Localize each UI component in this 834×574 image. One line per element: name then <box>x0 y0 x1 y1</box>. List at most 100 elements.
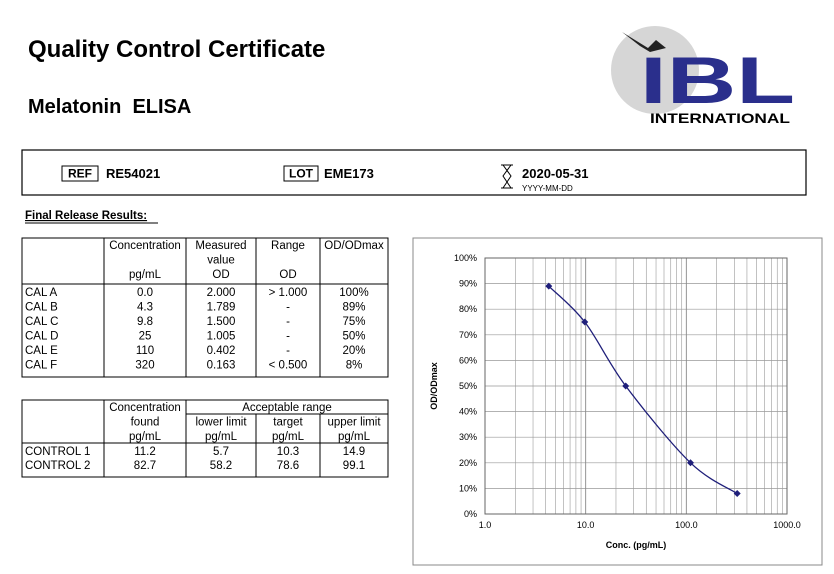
plot-border <box>484 257 788 515</box>
y-tick-label: 60% <box>459 355 477 365</box>
info-box <box>21 149 807 196</box>
chart-frame <box>412 237 823 566</box>
y-tick-label: 80% <box>459 304 477 314</box>
table-cell: CAL D <box>25 331 58 343</box>
y-tick-label: 20% <box>459 458 477 468</box>
table-cell: 99.1 <box>343 460 365 472</box>
section-title: Final Release Results: <box>25 210 147 222</box>
table-header: upper limit <box>327 417 381 429</box>
y-tick-label: 70% <box>459 330 477 340</box>
table-cell: 5.7 <box>213 446 229 458</box>
table-cell: 4.3 <box>137 302 153 314</box>
y-tick-label: 40% <box>459 407 477 417</box>
lot-value: EME173 <box>324 166 374 181</box>
table-cell: 25 <box>139 331 152 343</box>
table-cell: 50% <box>342 331 365 343</box>
table-cell: - <box>286 316 290 328</box>
ref-value: RE54021 <box>106 166 160 181</box>
table-header: pg/mL <box>205 431 238 443</box>
table-header: Concentration <box>109 402 181 414</box>
x-tick-label: 100.0 <box>675 520 698 530</box>
table-header: Range <box>271 240 305 252</box>
table-header: pg/mL <box>129 431 162 443</box>
logo-subtext: INTERNATIONAL <box>650 110 791 126</box>
table-cell: 1.789 <box>207 302 236 314</box>
table-header: pg/mL <box>129 269 162 281</box>
table-header: lower limit <box>195 417 247 429</box>
table-header: OD <box>212 269 229 281</box>
y-tick-label: 90% <box>459 279 477 289</box>
table-cell: CAL C <box>25 316 58 328</box>
table-cell: 8% <box>346 360 363 372</box>
ref-box <box>61 165 99 182</box>
y-axis-label: OD/ODmax <box>429 362 439 410</box>
table-cell: 0.0 <box>137 287 153 299</box>
table-cell: 320 <box>135 360 154 372</box>
lot-label: LOT <box>289 167 314 181</box>
y-tick-label: 10% <box>459 483 477 493</box>
table-cell: 100% <box>339 287 368 299</box>
table-span-header: Acceptable range <box>242 402 332 414</box>
table-cell: 11.2 <box>134 446 156 458</box>
y-tick-label: 30% <box>459 432 477 442</box>
table-cell: 78.6 <box>277 460 299 472</box>
curve <box>548 285 738 495</box>
lot-box <box>283 165 319 182</box>
table-cell: CONTROL 1 <box>25 446 90 458</box>
logo-text: IBL <box>640 43 795 117</box>
y-tick-label: 100% <box>454 253 477 263</box>
x-tick-label: 1.0 <box>479 520 492 530</box>
table-cell: 1.005 <box>207 331 236 343</box>
table-header: found <box>131 417 160 429</box>
logo-mark <box>622 32 666 52</box>
data-point <box>733 490 741 498</box>
x-axis-label: Conc. (pg/mL) <box>606 540 667 550</box>
table-cell: 9.8 <box>137 316 153 328</box>
expiry-value: 2020-05-31 <box>522 166 589 181</box>
logo-circle <box>611 26 699 114</box>
table-header: Concentration <box>109 240 181 252</box>
table-cell: - <box>286 345 290 357</box>
table-cell: 2.000 <box>207 287 236 299</box>
table-cell: 58.2 <box>210 460 232 472</box>
title: Quality Control Certificate <box>28 36 325 63</box>
table-cell: 14.9 <box>343 446 365 458</box>
table-cell: CAL B <box>25 302 58 314</box>
table-cell: 0.402 <box>207 345 236 357</box>
x-tick-label: 1000.0 <box>773 520 801 530</box>
table-cell: - <box>286 302 290 314</box>
table-header: Measured <box>195 240 246 252</box>
expiry-icon <box>501 164 513 189</box>
table-header: target <box>273 417 303 429</box>
table-cell: < 0.500 <box>269 360 308 372</box>
table-cell: CAL F <box>25 360 57 372</box>
table-header: OD/ODmax <box>324 240 384 252</box>
logo: IBL INTERNATIONAL <box>611 26 795 126</box>
table-border <box>21 237 389 378</box>
table-border <box>21 399 389 478</box>
table-cell: > 1.000 <box>269 287 308 299</box>
data-point <box>581 318 589 326</box>
table-cell: 75% <box>342 316 365 328</box>
table-cell: CAL A <box>25 287 58 299</box>
x-tick-label: 10.0 <box>577 520 595 530</box>
table-cell: 82.7 <box>134 460 156 472</box>
table-header: pg/mL <box>338 431 371 443</box>
table-cell: - <box>286 331 290 343</box>
expiry-format: YYYY-MM-DD <box>522 184 573 193</box>
table-cell: 20% <box>342 345 365 357</box>
subtitle: Melatonin ELISA <box>28 96 191 118</box>
table-cell: 1.500 <box>207 316 236 328</box>
data-point <box>545 282 553 290</box>
table-cell: 10.3 <box>277 446 299 458</box>
y-tick-label: 0% <box>464 509 477 519</box>
ref-label: REF <box>68 167 92 181</box>
table-header: OD <box>279 269 296 281</box>
data-point <box>622 382 630 390</box>
data-point <box>687 459 695 467</box>
table-header: value <box>207 255 235 267</box>
table-cell: 89% <box>342 302 365 314</box>
table-cell: CAL E <box>25 345 58 357</box>
